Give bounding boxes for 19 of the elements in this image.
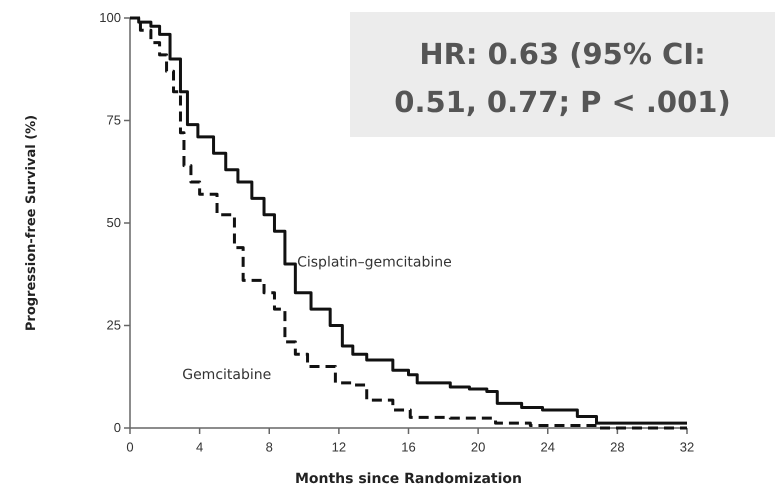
y-axis-title: Progression-free Survival (%) [24,114,39,332]
x-tick-label: 4 [196,439,204,454]
annotation: HR: 0.63 (95% CI: 0.51, 0.77; P < .001) [394,37,731,119]
y-tick-label: 25 [106,318,121,333]
x-tick-label: 12 [332,439,346,454]
x-tick-label: 16 [401,439,416,454]
y-tick-label: 0 [114,420,121,436]
x-tick-label: 8 [266,439,273,454]
y-tick-label: 50 [106,215,121,230]
x-tick-label: 0 [126,439,134,454]
y-tick-label: 75 [106,112,121,128]
x-tick-label: 20 [470,439,486,454]
x-tick-label: 28 [610,439,625,454]
series-label: Gemcitabine [182,366,272,383]
y-tick-label: 100 [99,10,121,26]
series-label: Cisplatin–gemcitabine [297,254,452,271]
x-tick-label: 24 [540,439,555,454]
x-axis-title: Months since Randomization [294,471,522,487]
x-tick-label: 32 [680,439,694,454]
